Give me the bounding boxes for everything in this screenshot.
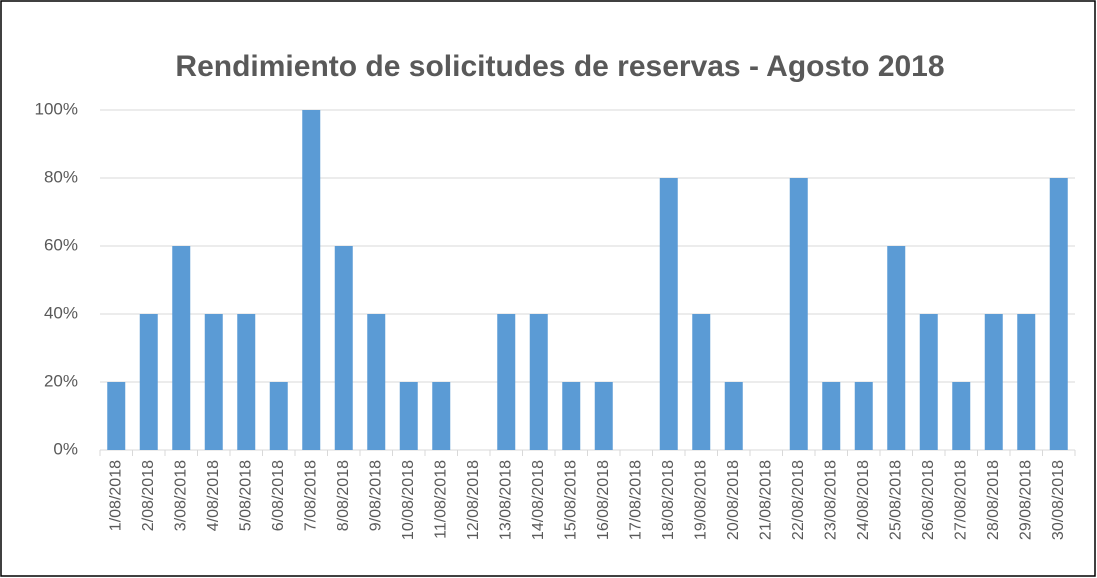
bar <box>692 314 711 450</box>
bar <box>887 246 906 450</box>
x-tick-label: 2/08/2018 <box>140 460 157 531</box>
bar <box>659 178 678 450</box>
x-tick-label: 16/08/2018 <box>595 460 612 540</box>
x-tick-label: 6/08/2018 <box>270 460 287 531</box>
x-tick-label: 23/08/2018 <box>822 460 839 540</box>
x-tick-label: 27/08/2018 <box>952 460 969 540</box>
x-tick-label: 19/08/2018 <box>692 460 709 540</box>
y-tick-label: 100% <box>35 99 78 118</box>
x-tick-label: 10/08/2018 <box>400 460 417 540</box>
bar <box>204 314 223 450</box>
x-tick-label: 8/08/2018 <box>335 460 352 531</box>
x-tick-label: 17/08/2018 <box>627 460 644 540</box>
x-tick-label: 22/08/2018 <box>790 460 807 540</box>
x-tick-label: 26/08/2018 <box>920 460 937 540</box>
x-tick-label: 12/08/2018 <box>465 460 482 540</box>
x-tick-label: 18/08/2018 <box>660 460 677 540</box>
x-tick-label: 14/08/2018 <box>530 460 547 540</box>
bar <box>237 314 256 450</box>
x-tick-label: 25/08/2018 <box>887 460 904 540</box>
bar <box>432 382 451 450</box>
y-tick-label: 20% <box>44 371 78 390</box>
x-tick-label: 4/08/2018 <box>205 460 222 531</box>
y-tick-label: 0% <box>53 439 78 458</box>
x-tick-label: 30/08/2018 <box>1050 460 1067 540</box>
x-tick-label: 20/08/2018 <box>725 460 742 540</box>
chart-title: Rendimiento de solicitudes de reservas -… <box>175 50 944 83</box>
bar <box>172 246 191 450</box>
bar <box>594 382 613 450</box>
y-tick-label: 60% <box>44 235 78 254</box>
bar <box>562 382 581 450</box>
bar <box>334 246 353 450</box>
x-tick-label: 15/08/2018 <box>562 460 579 540</box>
bar <box>399 382 418 450</box>
x-tick-label: 5/08/2018 <box>237 460 254 531</box>
x-tick-label: 3/08/2018 <box>172 460 189 531</box>
x-tick-label: 11/08/2018 <box>432 460 449 539</box>
bar <box>789 178 808 450</box>
bar <box>984 314 1003 450</box>
bar <box>854 382 873 450</box>
y-tick-label: 40% <box>44 303 78 322</box>
x-tick-label: 24/08/2018 <box>855 460 872 540</box>
bar <box>269 382 288 450</box>
bar <box>1017 314 1036 450</box>
x-tick-label: 28/08/2018 <box>985 460 1002 540</box>
bar <box>497 314 516 450</box>
x-tick-label: 29/08/2018 <box>1017 460 1034 540</box>
x-tick-label: 1/08/2018 <box>107 460 124 531</box>
x-tick-label: 7/08/2018 <box>302 460 319 531</box>
bar <box>107 382 126 450</box>
x-tick-label: 13/08/2018 <box>497 460 514 540</box>
bar <box>302 110 321 450</box>
x-tick-label: 21/08/2018 <box>757 460 774 540</box>
x-tick-label: 9/08/2018 <box>367 460 384 531</box>
bar <box>724 382 743 450</box>
bar <box>367 314 386 450</box>
bar <box>919 314 938 450</box>
bar <box>952 382 971 450</box>
y-tick-label: 80% <box>44 167 78 186</box>
bar <box>822 382 841 450</box>
bar <box>529 314 548 450</box>
bar <box>139 314 158 450</box>
bar <box>1049 178 1068 450</box>
